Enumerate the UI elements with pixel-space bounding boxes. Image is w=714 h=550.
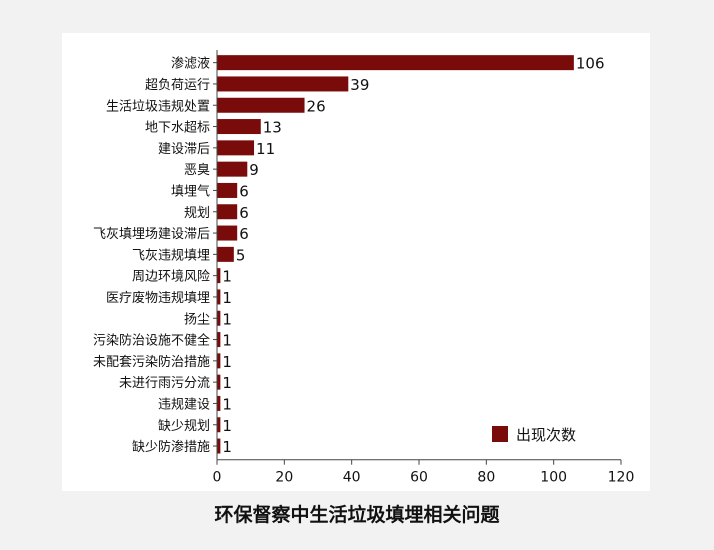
bar [217,182,238,198]
category-label: 渗滤液 [171,57,210,72]
category-label: 超负荷运行 [145,78,210,93]
bar [217,374,221,390]
category-label: 医疗废物违规填埋 [106,290,210,306]
bar-value-label: 1 [222,332,232,350]
x-tick-label: 80 [477,470,495,486]
chart-caption: 环保督察中生活垃圾填埋相关问题 [214,504,500,526]
bar-value-label: 39 [350,76,369,94]
bar-value-label: 26 [307,97,326,115]
bar [217,140,255,156]
chart-card: 渗滤液 106 超负荷运行 39 生活垃圾违规处置 26 地下水超标 13 建设滞后 11 恶臭 9 填… [62,33,650,491]
bar-value-label: 1 [222,353,232,371]
category-label: 飞灰违规填埋 [132,248,210,263]
category-label: 未进行雨污分流 [119,376,210,391]
category-label: 缺少防渗措施 [132,439,210,455]
legend-label: 出现次数 [516,426,576,444]
bar [217,332,221,348]
bar [217,161,248,177]
x-tick-label: 20 [275,470,293,486]
bar [217,310,221,326]
category-label: 飞灰填埋场建设滞后 [93,227,210,242]
bar-value-label: 9 [249,161,259,179]
category-label: 周边环境风险 [132,270,210,285]
category-label: 填埋气 [171,183,210,199]
bar [217,97,305,113]
category-label: 地下水超标 [145,121,210,136]
bar [217,119,261,135]
bar [217,395,221,411]
category-label: 生活垃圾违规处置 [106,99,210,114]
x-tick-label: 0 [213,470,222,486]
bar [217,417,221,433]
bar-value-label: 1 [222,289,232,307]
bar [217,55,574,71]
category-label: 污染防治设施不健全 [93,333,210,349]
bar-value-label: 1 [222,268,232,286]
bar-value-label: 11 [256,140,275,158]
category-label: 未配套污染防治措施 [93,354,210,370]
bar-value-label: 106 [576,55,605,73]
bar-value-label: 1 [222,438,232,456]
x-tick-label: 120 [608,470,635,486]
category-label: 恶臭 [184,163,210,178]
category-label: 规划 [184,206,210,221]
bar [217,289,221,305]
bar-value-label: 1 [222,417,232,435]
category-label: 违规建设 [158,397,210,412]
bar-value-label: 1 [222,374,232,392]
bar [217,268,221,284]
legend-swatch [492,426,508,442]
x-tick-label: 60 [410,470,428,486]
bar-value-label: 1 [222,395,232,413]
x-tick-label: 100 [540,470,567,486]
bar [217,225,238,241]
bar [217,353,221,369]
bar [217,246,234,262]
bar-value-label: 5 [236,246,246,264]
category-label: 缺少规划 [158,419,210,434]
bar-value-label: 1 [222,310,232,328]
bar [217,438,221,454]
bar-value-label: 6 [239,225,249,243]
bar-value-label: 6 [239,204,249,222]
bar [217,76,349,92]
bar [217,204,238,220]
x-tick-label: 40 [343,470,361,486]
bar-value-label: 6 [239,182,249,200]
category-label: 建设滞后 [158,142,210,157]
category-label: 扬尘 [184,312,210,327]
bar-value-label: 13 [263,119,282,137]
